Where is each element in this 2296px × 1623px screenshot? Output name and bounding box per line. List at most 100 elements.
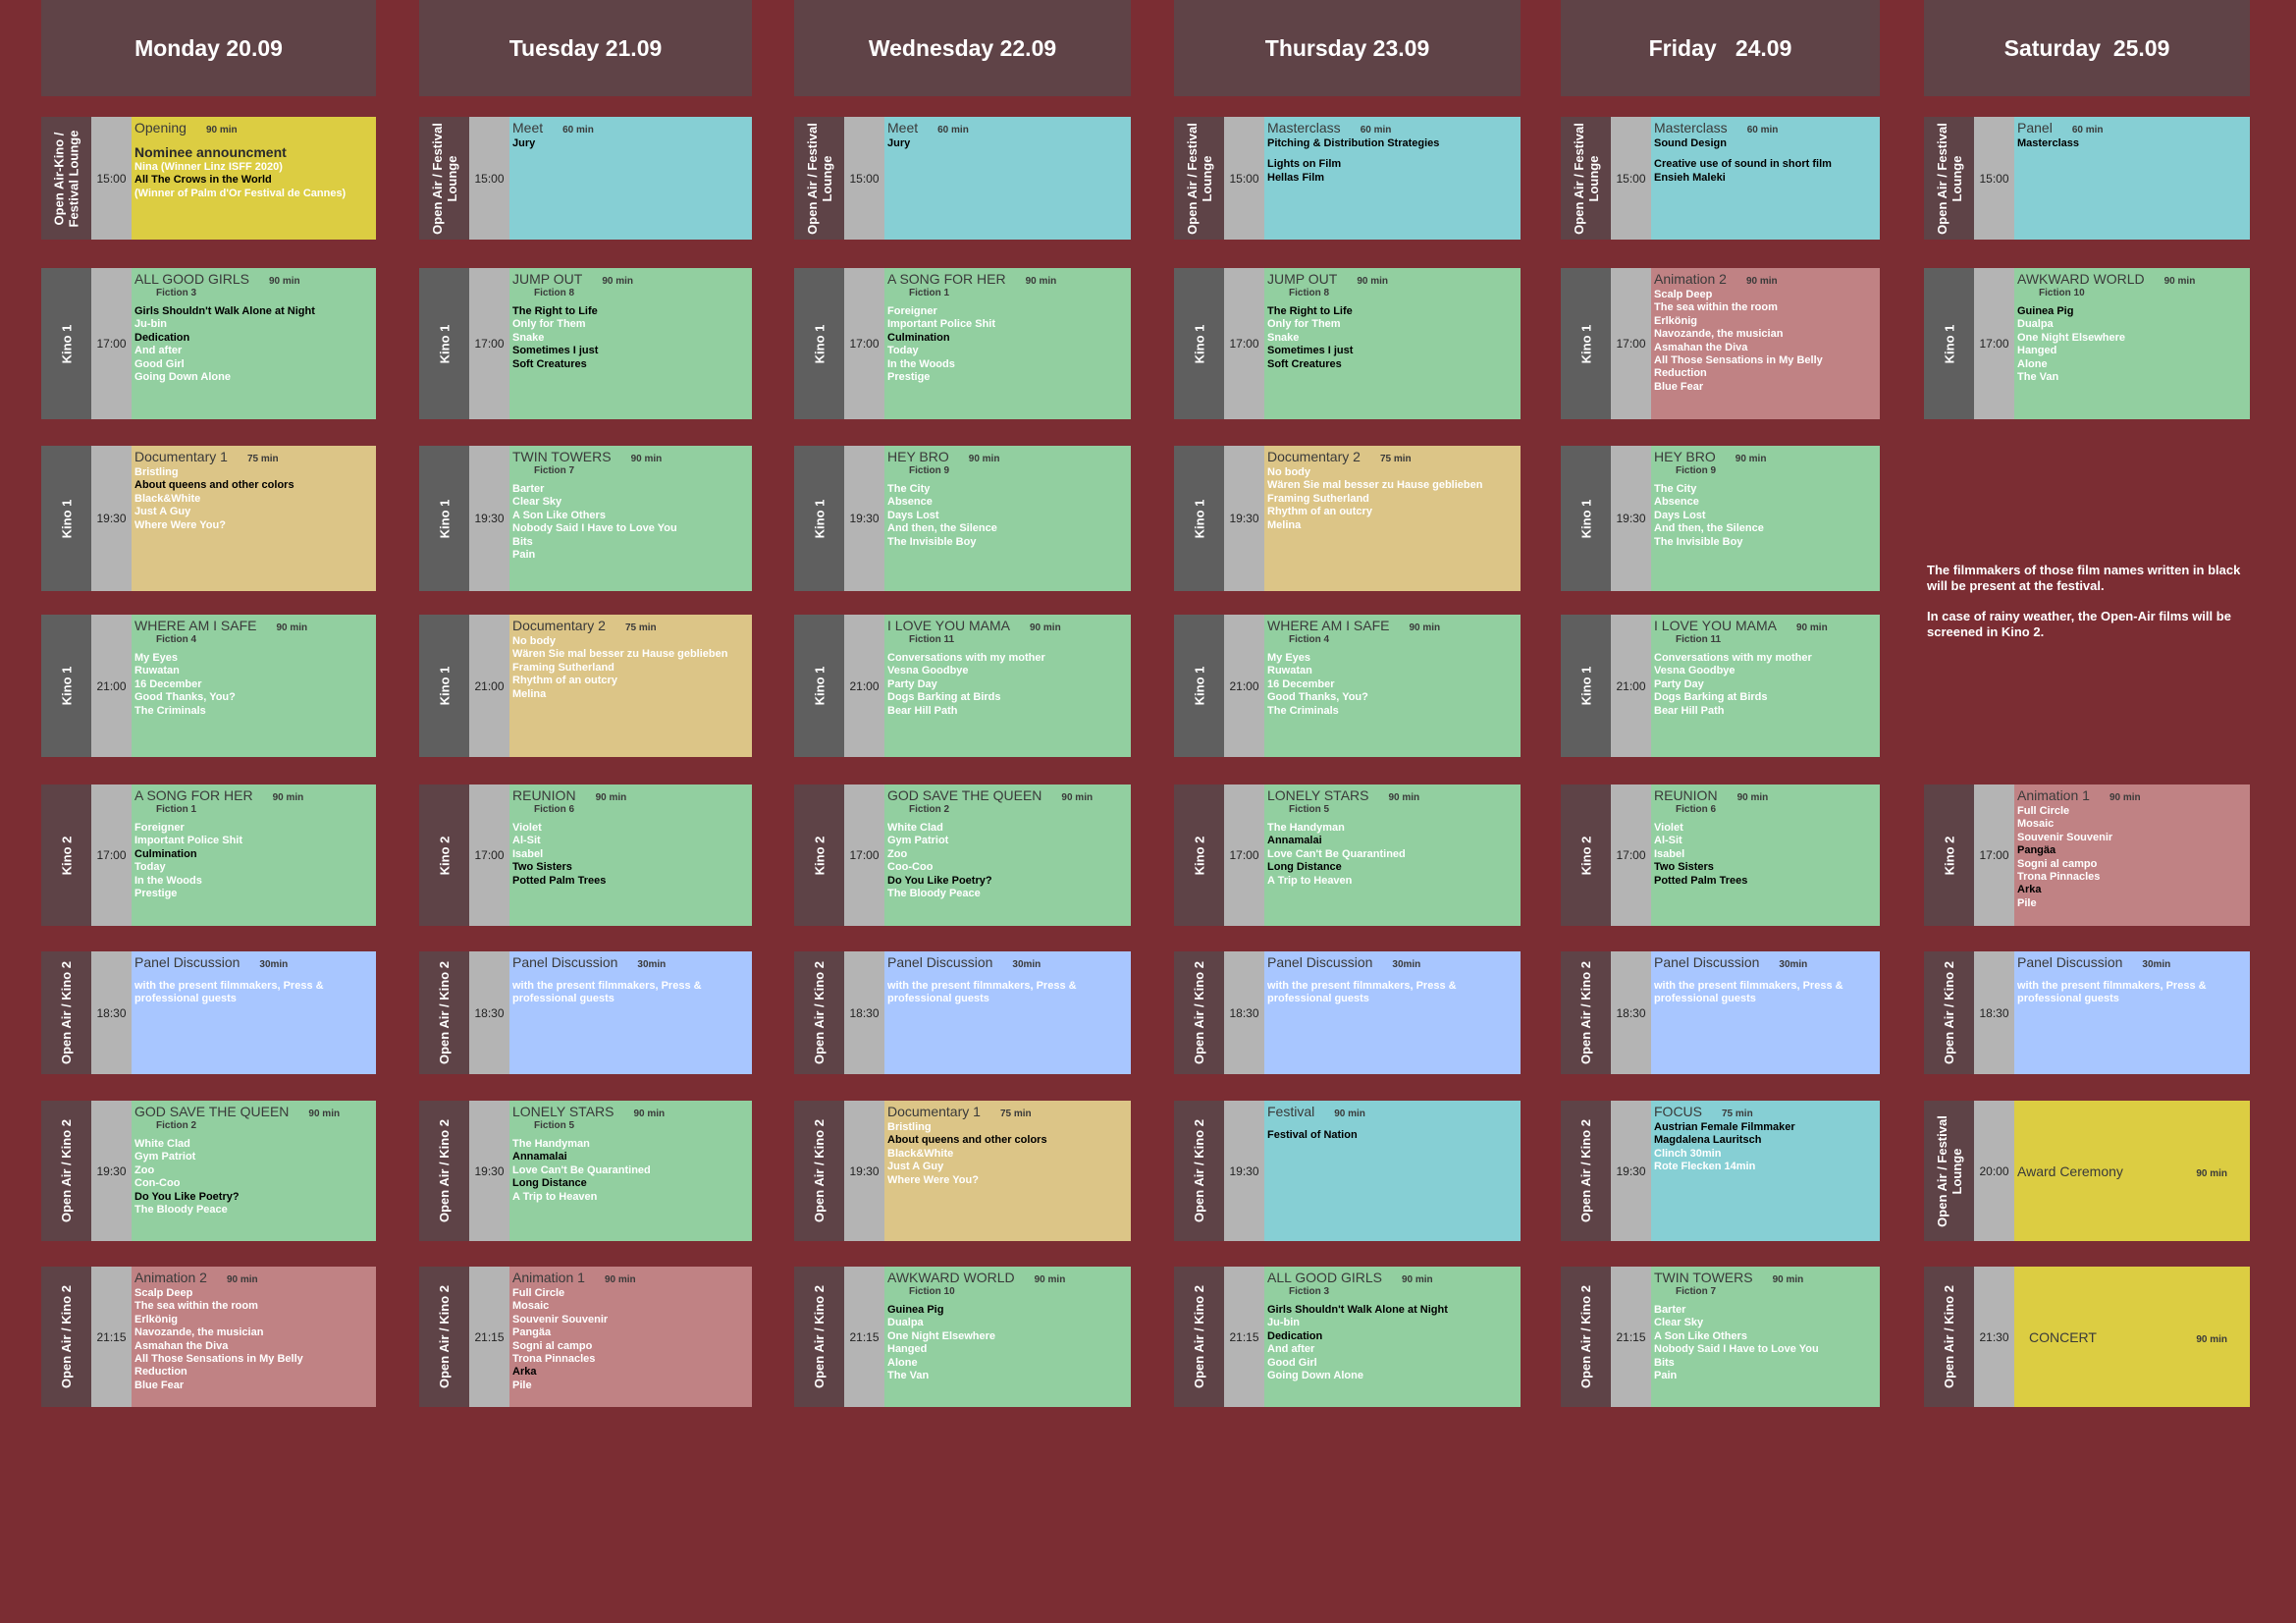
schedule-slot[interactable]: Kino 1 19:30 TWIN TOWERS 90 min Fiction 7 Bar… [419, 446, 752, 591]
schedule-slot[interactable]: Open Air / Festival Lounge 15:00 Panel 60 m… [1924, 117, 2250, 240]
film-title: Mosaic [2017, 818, 2055, 831]
schedule-slot[interactable]: Open Air / Kino 2 18:30 Panel Discussion 30… [41, 951, 376, 1074]
film-title: Creative use of sound in short film [1654, 158, 1832, 171]
film-title: Festival of Nation [1267, 1129, 1358, 1141]
day-header: Tuesday 21.09 [419, 0, 752, 96]
film-title: Absence [1654, 496, 1699, 509]
slot-content: ALL GOOD GIRLS 90 min Fiction 3 Girls Shoul… [1264, 1267, 1521, 1407]
schedule-slot[interactable]: Kino 2 17:00 Animation 1 90 min Full Circle M… [1924, 784, 2250, 926]
schedule-slot[interactable]: Kino 1 21:00 I LOVE YOU MAMA 90 min Fiction … [1561, 615, 1880, 757]
film-title: Only for Them [512, 318, 586, 331]
film-list: with the present filmmakers, Press & prof… [1267, 972, 1518, 1006]
program-title: Panel Discussion [134, 954, 240, 970]
film-title: with the present filmmakers, Press & [512, 980, 702, 992]
film-title: Zoo [887, 847, 908, 860]
film-title: Sogni al campo [2017, 857, 2098, 870]
film-title: Full Circle [512, 1287, 565, 1299]
schedule-slot[interactable]: Open Air / Kino 2 19:30 FOCUS 75 min Austria… [1561, 1101, 1880, 1241]
schedule-slot[interactable]: Kino 1 19:30 Documentary 1 75 min Bristling A… [41, 446, 376, 591]
schedule-slot[interactable]: Kino 2 17:00 GOD SAVE THE QUEEN 90 min Ficti… [794, 784, 1131, 926]
schedule-slot[interactable]: Open Air / Kino 2 21:15 Animation 1 90 min F… [419, 1267, 752, 1407]
schedule-slot[interactable]: Open Air / Kino 2 21:15 AWKWARD WORLD 90 mi… [794, 1267, 1131, 1407]
schedule-slot[interactable]: Open Air / Festival Lounge 15:00 Mastercla… [1174, 117, 1521, 240]
slot-time: 17:00 [91, 268, 132, 419]
film-title: No body [512, 635, 556, 647]
film-title: Sometimes I just [512, 345, 599, 357]
program-subtitle: Fiction 7 [534, 465, 575, 476]
program-title: FOCUS [1654, 1104, 1702, 1119]
venue-label: Kino 2 [1924, 784, 1974, 926]
schedule-slot[interactable]: Kino 1 17:00 Animation 2 90 min Scalp Deep Th… [1561, 268, 1880, 419]
film-title: Isabel [512, 847, 544, 860]
schedule-slot[interactable]: Open Air / Festival Lounge 15:00 Mastercla… [1561, 117, 1880, 240]
schedule-slot[interactable]: Kino 1 21:00 WHERE AM I SAFE 90 min Fiction … [41, 615, 376, 757]
film-list: Girls Shouldn't Walk Alone at Night Ju-bi… [1267, 1304, 1518, 1382]
schedule-slot[interactable]: Kino 1 21:00 WHERE AM I SAFE 90 min Fiction … [1174, 615, 1521, 757]
film-title: Love Can't Be Quarantined [1267, 847, 1406, 860]
schedule-slot[interactable]: Kino 1 19:30 Documentary 2 75 min No body Wär… [1174, 446, 1521, 591]
film-title: Snake [1267, 331, 1300, 344]
program-title: AWKWARD WORLD [2017, 271, 2145, 287]
schedule-slot[interactable]: Open Air / Kino 2 18:30 Panel Discussion 30… [1561, 951, 1880, 1074]
film-title: with the present filmmakers, Press & [2017, 980, 2207, 992]
schedule-slot[interactable]: Open Air / Kino 2 19:30 LONELY STARS 90 min… [419, 1101, 752, 1241]
venue-text: Kino 1 [811, 666, 827, 706]
film-title: Good Girl [134, 357, 185, 370]
schedule-slot[interactable]: Open Air / Kino 2 18:30 Panel Discussion 30… [419, 951, 752, 1074]
film-title [2017, 972, 2247, 980]
schedule-slot[interactable]: Kino 1 21:00 I LOVE YOU MAMA 90 min Fiction … [794, 615, 1131, 757]
schedule-slot[interactable]: Open Air / Festival Lounge 15:00 Meet 60 mi… [794, 117, 1131, 240]
film-list: The Handyman Annamalai Love Can't Be Quara… [1267, 822, 1518, 888]
venue-text: Open Air / Kino 2 [1942, 1285, 1957, 1388]
slot-content: Animation 1 90 min Full Circle Mosaic Souven… [509, 1267, 752, 1407]
schedule-slot[interactable]: Open Air / Festival Lounge 15:00 Meet 60 mi… [419, 117, 752, 240]
schedule-slot[interactable]: Kino 1 17:00 AWKWARD WORLD 90 min Fiction 10… [1924, 268, 2250, 419]
schedule-slot[interactable]: Kino 1 19:30 HEY BRO 90 min Fiction 9 The Cit… [794, 446, 1131, 591]
schedule-slot[interactable]: Open Air / Festival Lounge 20:00 Award Cer… [1924, 1101, 2250, 1241]
venue-label: Kino 1 [419, 446, 469, 591]
schedule-slot[interactable]: Kino 2 17:00 LONELY STARS 90 min Fiction 5 Th… [1174, 784, 1521, 926]
venue-text: Open Air / Kino 2 [1192, 1285, 1207, 1388]
schedule-slot[interactable]: Kino 1 17:00 JUMP OUT 90 min Fiction 8 The Ri… [1174, 268, 1521, 419]
schedule-slot[interactable]: Open Air / Kino 2 21:15 TWIN TOWERS 90 min F… [1561, 1267, 1880, 1407]
schedule-slot[interactable]: Open Air / Kino 2 21:30 CONCERT 90 min [1924, 1267, 2250, 1407]
film-title: Long Distance [1267, 861, 1342, 874]
schedule-slot[interactable]: Open Air / Kino 2 21:15 Animation 2 90 min S… [41, 1267, 376, 1407]
film-title: Violet [1654, 822, 1683, 834]
film-title [1267, 150, 1518, 158]
schedule-slot[interactable]: Open Air / Kino 2 18:30 Panel Discussion 30… [1174, 951, 1521, 1074]
schedule-slot[interactable]: Open Air / Kino 2 19:30 Documentary 1 75 mi… [794, 1101, 1131, 1241]
film-title: Rhythm of an outcry [1267, 506, 1372, 518]
film-list: My Eyes Ruwatan 16 December Good Thanks, Yo… [134, 652, 373, 718]
schedule-slot[interactable]: Open Air / Kino 2 19:30 GOD SAVE THE QUEEN… [41, 1101, 376, 1241]
venue-text: Open Air / Kino 2 [1942, 961, 1957, 1064]
film-title: Ensieh Maleki [1654, 171, 1726, 184]
schedule-slot[interactable]: Kino 2 17:00 REUNION 90 min Fiction 6 Violet A… [419, 784, 752, 926]
venue-text: Open Air / Kino 2 [437, 1285, 453, 1388]
schedule-slot[interactable]: Kino 1 17:00 A SONG FOR HER 90 min Fiction 1… [794, 268, 1131, 419]
schedule-slot[interactable]: Kino 1 19:30 HEY BRO 90 min Fiction 9 The Cit… [1561, 446, 1880, 591]
venue-text: Open Air / Kino 2 [437, 1119, 453, 1222]
schedule-slot[interactable]: Open Air-Kino / Festival Lounge 15:00 Open… [41, 117, 376, 240]
schedule-slot[interactable]: Open Air / Kino 2 18:30 Panel Discussion 30… [1924, 951, 2250, 1074]
slot-time: 17:00 [1224, 784, 1264, 926]
schedule-slot[interactable]: Kino 1 21:00 Documentary 2 75 min No body Wär… [419, 615, 752, 757]
venue-text: Open Air / Kino 2 [59, 1119, 75, 1222]
venue-label: Open Air / Kino 2 [1924, 951, 1974, 1074]
program-duration: 90 min [308, 1109, 341, 1119]
program-duration: 60 min [562, 125, 594, 135]
schedule-slot[interactable]: Kino 2 17:00 A SONG FOR HER 90 min Fiction 1… [41, 784, 376, 926]
slot-time: 19:30 [1611, 446, 1651, 591]
film-title: Scalp Deep [1654, 289, 1713, 300]
slot-time: 17:00 [1611, 268, 1651, 419]
program-title: I LOVE YOU MAMA [887, 618, 1010, 633]
schedule-slot[interactable]: Open Air / Kino 2 19:30 Festival 90 min Fest… [1174, 1101, 1521, 1241]
program-duration: 90 min [1030, 622, 1061, 633]
program-subtitle: Fiction 5 [1289, 804, 1330, 815]
schedule-slot[interactable]: Kino 1 17:00 JUMP OUT 90 min Fiction 8 The Ri… [419, 268, 752, 419]
schedule-slot[interactable]: Open Air / Kino 2 18:30 Panel Discussion 30… [794, 951, 1131, 1074]
schedule-slot[interactable]: Kino 1 17:00 ALL GOOD GIRLS 90 min Fiction 3… [41, 268, 376, 419]
schedule-slot[interactable]: Open Air / Kino 2 21:15 ALL GOOD GIRLS 90 m… [1174, 1267, 1521, 1407]
program-duration: 90 min [1034, 1274, 1066, 1285]
schedule-slot[interactable]: Kino 2 17:00 REUNION 90 min Fiction 6 Violet A… [1561, 784, 1880, 926]
